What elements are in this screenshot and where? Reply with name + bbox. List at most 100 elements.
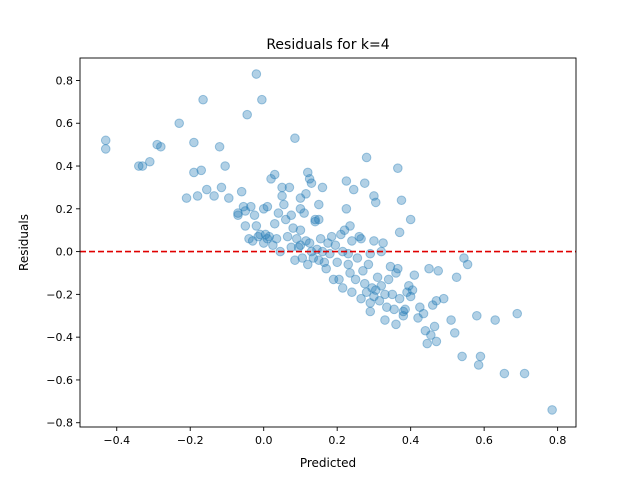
- y-axis-ticks: −0.8 −0.6 −0.4 −0.2 0.0 0.2 0.4 0.6 0.8: [46, 74, 80, 430]
- data-point: [216, 182, 227, 193]
- data-point: [429, 321, 440, 332]
- data-point: [310, 214, 320, 225]
- data-point: [301, 189, 311, 199]
- data-point: [367, 283, 377, 293]
- data-point: [242, 109, 252, 120]
- data-point: [247, 236, 258, 246]
- data-point: [418, 308, 429, 319]
- data-point: [301, 236, 311, 246]
- data-point: [352, 253, 363, 263]
- data-point: [350, 274, 361, 285]
- y-tick-label: 0.2: [56, 203, 74, 216]
- data-point: [451, 272, 462, 283]
- data-point: [519, 368, 530, 379]
- data-point: [295, 225, 306, 235]
- x-tick-label: −0.4: [103, 434, 130, 447]
- data-point: [260, 229, 271, 240]
- data-point: [341, 176, 352, 186]
- data-point: [290, 255, 300, 265]
- data-point: [332, 257, 342, 268]
- data-point: [246, 201, 256, 212]
- y-tick-label: −0.6: [46, 374, 73, 387]
- data-point: [365, 248, 376, 259]
- data-point: [347, 287, 357, 298]
- data-point: [326, 231, 337, 242]
- data-point: [240, 221, 251, 231]
- y-axis-label: Residuals: [17, 214, 31, 271]
- data-point: [370, 197, 381, 208]
- data-point: [253, 231, 263, 242]
- data-point: [378, 238, 388, 248]
- data-point: [348, 184, 359, 195]
- data-point: [361, 152, 372, 163]
- data-point: [339, 225, 350, 235]
- data-point: [224, 193, 234, 203]
- data-point: [257, 94, 267, 105]
- data-point: [269, 169, 280, 180]
- data-point: [415, 302, 425, 313]
- data-point: [302, 167, 313, 178]
- chart-title: Residuals for k=4: [266, 37, 389, 53]
- data-point: [262, 233, 273, 244]
- y-tick-label: 0.6: [56, 117, 74, 130]
- data-point: [238, 201, 249, 212]
- data-point: [295, 204, 306, 214]
- data-point: [174, 118, 184, 129]
- data-point: [424, 263, 434, 274]
- scatter-points: [100, 69, 557, 415]
- data-point: [319, 257, 330, 268]
- data-point: [341, 204, 352, 214]
- data-point: [363, 259, 374, 270]
- data-point: [277, 191, 287, 201]
- data-point: [383, 274, 394, 285]
- data-point: [380, 315, 390, 325]
- data-point: [330, 240, 341, 250]
- data-point: [269, 218, 280, 229]
- data-point: [271, 233, 282, 244]
- data-point: [279, 199, 289, 210]
- data-point: [100, 144, 111, 154]
- data-point: [306, 178, 317, 188]
- data-point: [475, 351, 486, 362]
- data-point: [286, 210, 297, 221]
- data-point: [459, 253, 469, 263]
- data-point: [258, 238, 269, 248]
- data-point: [393, 263, 403, 274]
- y-tick-label: −0.2: [46, 288, 73, 301]
- data-point: [365, 306, 376, 317]
- data-point: [304, 174, 315, 184]
- data-point: [236, 186, 247, 197]
- data-point: [393, 163, 403, 173]
- data-point: [374, 295, 385, 306]
- data-point: [233, 210, 243, 221]
- data-point: [325, 248, 335, 259]
- data-point: [133, 161, 144, 171]
- data-point: [345, 221, 355, 231]
- data-point: [402, 287, 412, 298]
- data-point: [297, 253, 308, 263]
- data-point: [398, 306, 409, 317]
- data-point: [314, 255, 324, 265]
- data-point: [334, 274, 344, 285]
- data-point: [345, 268, 355, 278]
- data-point: [240, 206, 251, 216]
- plot-frame: [79, 57, 577, 428]
- data-point: [201, 184, 212, 195]
- data-point: [389, 304, 399, 315]
- data-point: [370, 285, 381, 295]
- data-point: [449, 328, 460, 338]
- x-tick-label: 0.4: [402, 434, 420, 447]
- data-point: [189, 137, 199, 148]
- data-point: [446, 315, 456, 325]
- data-point: [137, 161, 148, 171]
- data-point: [196, 165, 207, 176]
- data-point: [299, 208, 309, 218]
- x-tick-label: 0.8: [549, 434, 567, 447]
- data-point: [396, 195, 407, 206]
- data-point: [457, 351, 467, 362]
- data-point: [295, 193, 306, 203]
- data-point: [321, 263, 331, 274]
- data-point: [347, 236, 357, 246]
- x-tick-label: 0.0: [255, 434, 273, 447]
